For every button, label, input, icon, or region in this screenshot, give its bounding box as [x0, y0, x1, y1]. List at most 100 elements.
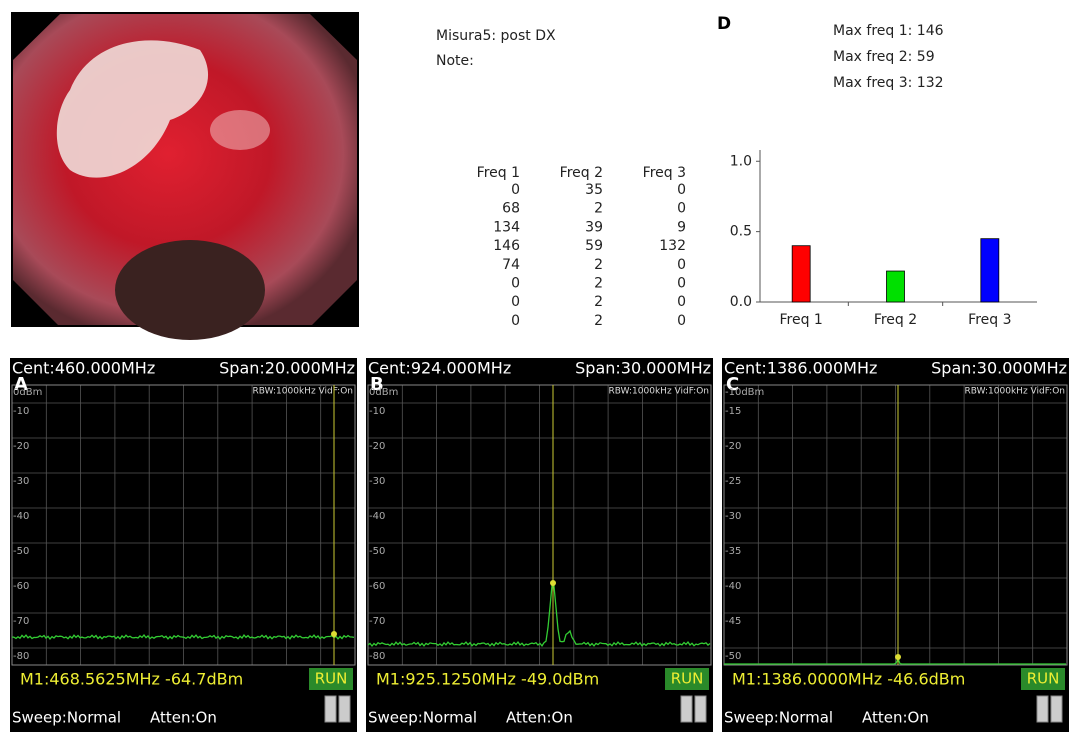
measure-label: Misura5: post DX [436, 28, 556, 44]
table-cell: 134 [493, 219, 520, 235]
scale-label: -10 [13, 406, 29, 417]
rbw: RBW:1000kHz VidF:On [609, 387, 709, 397]
marker-dot [895, 654, 901, 660]
table-cell: 0 [677, 257, 686, 273]
sweep: Sweep:Normal [12, 709, 121, 727]
scale-label: -10 [369, 406, 385, 417]
ref-level: 0dBm [369, 387, 398, 398]
scale-label: -80 [369, 651, 385, 662]
x-tick-label: Freq 1 [779, 312, 822, 328]
scale-label: -20 [725, 441, 741, 452]
bar [980, 238, 1000, 303]
ref-level: -10dBm [725, 387, 764, 398]
center-freq: Cent:460.000MHz [12, 359, 155, 378]
table-cell: 0 [677, 294, 686, 310]
note-label: Note: [436, 53, 474, 69]
scale-label: -35 [725, 546, 741, 557]
scale-label: -45 [725, 616, 741, 627]
scale-label: -40 [13, 511, 29, 522]
span: Span:20.000MHz [219, 359, 355, 378]
scale-label: -70 [13, 616, 29, 627]
battery [338, 695, 351, 723]
span: Span:30.000MHz [575, 359, 711, 378]
scale-label: -30 [725, 511, 741, 522]
table-cell: 0 [677, 182, 686, 198]
battery [324, 695, 337, 723]
table-cell: 0 [677, 313, 686, 329]
marker-readout: M1:468.5625MHz -64.7dBm [20, 670, 243, 689]
scale-label: -60 [369, 581, 385, 592]
table-cell: 0 [511, 182, 520, 198]
table-cell: 146 [493, 238, 520, 254]
table-header: Freq 2 [560, 165, 603, 181]
run-box [1021, 668, 1065, 690]
atten: Atten:On [862, 709, 929, 727]
sweep: Sweep:Normal [724, 709, 833, 727]
x-tick-label: Freq 3 [968, 312, 1011, 328]
marker-readout: M1:925.1250MHz -49.0dBm [376, 670, 599, 689]
endoscopy-photo [11, 12, 359, 340]
panel-label: D [717, 14, 731, 34]
table-cell: 132 [659, 238, 686, 254]
plot-frame [723, 384, 1068, 666]
rbw: RBW:1000kHz VidF:On [965, 387, 1065, 397]
run-box [665, 668, 709, 690]
table-cell: 9 [677, 219, 686, 235]
scale-label: -40 [369, 511, 385, 522]
ref-level: 0dBm [13, 387, 42, 398]
center-freq: Cent:924.000MHz [368, 359, 511, 378]
sweep: Sweep:Normal [368, 709, 477, 727]
table-cell: 68 [502, 201, 520, 217]
run-label: RUN [315, 670, 348, 688]
scale-label: -40 [725, 581, 741, 592]
y-tick-label: 0.0 [730, 294, 752, 310]
y-tick-label: 0.5 [730, 224, 752, 240]
trace [367, 584, 711, 648]
scale-label: -20 [13, 441, 29, 452]
bar [886, 270, 905, 303]
analyzer-panel: Cent:1386.000MHz Span:30.000MHz C-10dBm RBW… [722, 358, 1069, 732]
table-cell: 0 [677, 276, 686, 292]
scale-label: -30 [369, 476, 385, 487]
scale-label: -20 [369, 441, 385, 452]
span: Span:30.000MHz [931, 359, 1067, 378]
atten: Atten:On [506, 709, 573, 727]
table-cell: 0 [677, 201, 686, 217]
table-cell: 2 [594, 313, 603, 329]
run-label: RUN [671, 670, 704, 688]
table-header: Freq 1 [477, 165, 520, 181]
scale-label: -50 [725, 651, 741, 662]
scale-label: -50 [13, 546, 29, 557]
table-cell: 2 [594, 201, 603, 217]
atten: Atten:On [150, 709, 217, 727]
panel-label: C [726, 374, 739, 395]
trace [724, 656, 1066, 665]
table-header: Freq 3 [643, 165, 686, 181]
trace [11, 633, 355, 641]
table-cell: 0 [511, 276, 520, 292]
battery [680, 695, 693, 723]
battery [694, 695, 707, 723]
max-freq-line: Max freq 3: 132 [833, 75, 944, 91]
table-cell: 2 [594, 294, 603, 310]
scale-label: -50 [369, 546, 385, 557]
scale-label: -30 [13, 476, 29, 487]
panel-label: A [14, 374, 28, 395]
center-freq: Cent:1386.000MHz [724, 359, 877, 378]
table-cell: 59 [585, 238, 603, 254]
table-cell: 74 [502, 257, 520, 273]
rbw: RBW:1000kHz VidF:On [253, 387, 353, 397]
x-tick-label: Freq 2 [874, 312, 917, 328]
scale-label: -80 [13, 651, 29, 662]
table-cell: 2 [594, 257, 603, 273]
marker-dot [331, 631, 337, 637]
plot-frame [367, 384, 712, 666]
y-tick-label: 1.0 [730, 153, 752, 169]
table-cell: 2 [594, 276, 603, 292]
scale-label: -60 [13, 581, 29, 592]
run-label: RUN [1027, 670, 1060, 688]
scale-label: -70 [369, 616, 385, 627]
